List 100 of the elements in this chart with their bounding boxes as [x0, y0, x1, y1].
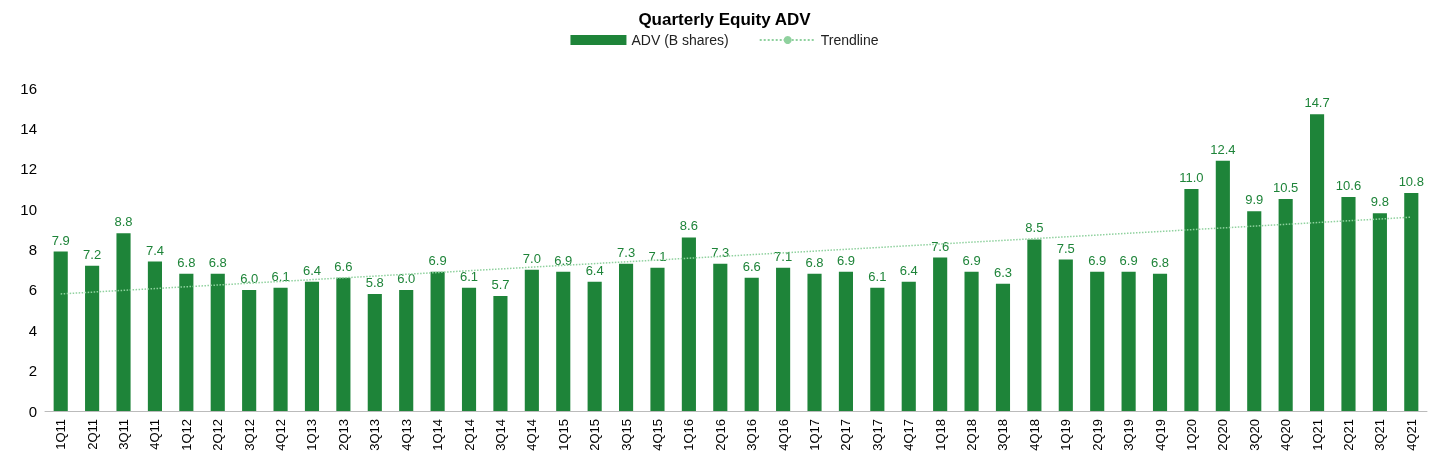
y-tick-label: 16	[20, 79, 37, 97]
x-tick-label: 1Q16	[681, 419, 697, 451]
x-tick-label: 3Q19	[1121, 419, 1137, 451]
x-tick-label: 4Q17	[901, 419, 917, 451]
data-label: 6.1	[459, 268, 479, 284]
y-tick-label: 2	[28, 362, 37, 380]
bar	[116, 233, 131, 411]
bar	[304, 281, 320, 411]
data-label: 7.6	[931, 238, 950, 254]
x-tick-label: 4Q20	[1278, 419, 1294, 451]
bar	[399, 289, 414, 411]
x-tick-label: 2Q15	[587, 419, 603, 451]
y-tick-label: 14	[20, 119, 37, 137]
data-label: 11.0	[1179, 169, 1204, 185]
x-tick-label: 1Q11	[53, 419, 69, 450]
x-tick-label: 4Q13	[398, 419, 414, 451]
x-tick-label: 1Q21	[1309, 419, 1325, 451]
data-label: 6.6	[742, 258, 761, 274]
bar	[1341, 197, 1356, 411]
bar	[1247, 211, 1262, 411]
y-tick-label: 12	[20, 160, 37, 178]
x-tick-label: 3Q14	[492, 419, 508, 451]
data-label: 10.6	[1335, 178, 1362, 194]
x-tick-label: 1Q12	[178, 419, 194, 451]
chart-title: Quarterly Equity ADV	[638, 10, 812, 29]
data-label: 6.4	[585, 262, 604, 278]
data-label: 7.5	[1056, 240, 1075, 256]
bar	[1090, 271, 1105, 411]
data-label: 6.8	[177, 254, 196, 270]
bar	[587, 281, 602, 411]
x-tick-label: 2Q21	[1340, 419, 1356, 451]
bar	[995, 283, 1011, 411]
bar	[430, 271, 445, 411]
x-tick-label: 3Q12	[241, 419, 257, 451]
x-tick-label: 1Q17	[807, 419, 823, 451]
data-label: 9.8	[1370, 194, 1389, 210]
bar	[619, 263, 634, 411]
bar	[1404, 192, 1419, 411]
bar	[838, 271, 853, 411]
bar	[493, 295, 508, 411]
data-label: 6.3	[993, 264, 1013, 280]
x-tick-label: 4Q21	[1403, 419, 1419, 451]
x-tick-label: 2Q14	[461, 419, 477, 451]
bar	[242, 289, 257, 411]
y-tick-label: 6	[28, 281, 37, 299]
x-tick-label: 4Q15	[649, 419, 665, 451]
data-label: 7.3	[617, 244, 636, 260]
data-label: 6.8	[1150, 254, 1170, 270]
x-tick-label: 4Q14	[524, 419, 540, 451]
bar	[1310, 114, 1325, 411]
data-label: 8.8	[114, 214, 133, 230]
bar	[870, 287, 885, 411]
x-tick-label: 2Q16	[712, 419, 728, 451]
bar	[1121, 271, 1136, 411]
data-label: 6.8	[805, 254, 824, 270]
legend-label: ADV (B shares)	[631, 32, 729, 48]
data-label: 8.6	[679, 218, 698, 234]
data-label: 6.9	[428, 252, 447, 268]
bar	[524, 269, 539, 411]
x-tick-label: 3Q11	[116, 419, 132, 450]
data-label: 12.4	[1210, 141, 1236, 157]
data-label: 7.4	[145, 242, 164, 258]
data-label: 7.0	[522, 250, 541, 266]
bar	[461, 287, 477, 411]
bar	[776, 267, 791, 411]
x-tick-label: 2Q19	[1089, 419, 1105, 451]
bar	[713, 263, 728, 411]
data-label: 5.8	[365, 274, 384, 290]
bar	[556, 271, 571, 411]
bar	[1027, 239, 1042, 411]
x-tick-label: 2Q17	[838, 419, 854, 451]
data-label: 14.7	[1304, 95, 1330, 111]
bar	[681, 237, 696, 411]
bar	[367, 293, 382, 411]
x-tick-label: 3Q20	[1246, 419, 1262, 451]
bar	[964, 271, 979, 411]
bar	[147, 261, 162, 411]
data-label: 6.0	[397, 270, 416, 286]
data-label: 6.9	[962, 252, 981, 268]
bar	[901, 281, 916, 411]
bar	[53, 251, 68, 411]
y-tick-label: 10	[20, 200, 37, 218]
data-label: 6.1	[271, 268, 290, 284]
x-tick-label: 3Q18	[995, 419, 1011, 451]
x-tick-label: 2Q18	[964, 419, 980, 451]
data-label: 6.8	[208, 254, 227, 270]
bar	[85, 265, 100, 411]
bar	[336, 277, 351, 411]
bar	[179, 273, 194, 411]
data-label: 10.8	[1398, 173, 1424, 189]
bar	[1278, 199, 1293, 411]
data-label: 8.5	[1025, 220, 1044, 236]
bar	[273, 287, 288, 411]
bar	[744, 277, 759, 411]
legend-label: Trendline	[820, 32, 879, 48]
y-tick-label: 0	[28, 402, 37, 420]
x-tick-label: 4Q16	[775, 419, 791, 451]
data-label: 6.1	[868, 268, 887, 284]
x-tick-label: 3Q17	[869, 419, 885, 451]
bar	[210, 273, 225, 411]
